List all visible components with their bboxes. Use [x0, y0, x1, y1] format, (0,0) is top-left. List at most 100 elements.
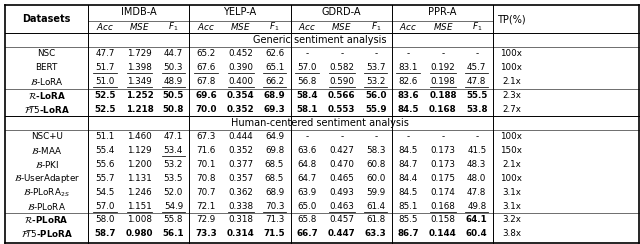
- Text: $\mathcal{B}$-PLoRA$_{2S}$: $\mathcal{B}$-PLoRA$_{2S}$: [23, 186, 70, 199]
- Text: 67.8: 67.8: [196, 77, 216, 86]
- Text: TP(%): TP(%): [497, 14, 525, 24]
- Text: $\mathit{Acc}$: $\mathit{Acc}$: [399, 21, 417, 32]
- Text: 1.252: 1.252: [125, 91, 154, 100]
- Text: 3.1x: 3.1x: [502, 188, 521, 197]
- Text: 0.582: 0.582: [329, 63, 355, 72]
- Text: -: -: [306, 132, 308, 142]
- Text: Human-centered sentiment analysis: Human-centered sentiment analysis: [231, 118, 409, 128]
- Text: 57.0: 57.0: [298, 63, 317, 72]
- Text: 0.447: 0.447: [328, 229, 356, 238]
- Text: 62.6: 62.6: [265, 50, 284, 59]
- Text: NSC: NSC: [38, 50, 56, 59]
- Text: $\mathcal{B}$-LoRA: $\mathcal{B}$-LoRA: [30, 76, 63, 87]
- Text: 69.6: 69.6: [195, 91, 217, 100]
- Text: -: -: [407, 132, 410, 142]
- Text: 50.5: 50.5: [163, 91, 184, 100]
- Text: 47.8: 47.8: [467, 188, 486, 197]
- Text: Datasets: Datasets: [22, 14, 71, 24]
- Text: 64.1: 64.1: [466, 215, 488, 224]
- Text: 45.7: 45.7: [467, 63, 486, 72]
- Text: 55.6: 55.6: [95, 160, 115, 169]
- Text: $\mathcal{B}$-MAA: $\mathcal{B}$-MAA: [31, 145, 62, 156]
- Text: 3.1x: 3.1x: [502, 202, 521, 211]
- Text: 58.4: 58.4: [296, 91, 318, 100]
- Text: 0.427: 0.427: [330, 146, 354, 155]
- Text: 0.158: 0.158: [430, 215, 456, 224]
- Text: 52.5: 52.5: [94, 91, 116, 100]
- Text: 1.349: 1.349: [127, 77, 152, 86]
- Text: 55.4: 55.4: [95, 146, 115, 155]
- Text: 0.175: 0.175: [430, 174, 456, 183]
- Text: $F_1$: $F_1$: [269, 20, 280, 32]
- Text: 63.3: 63.3: [365, 229, 387, 238]
- Text: 84.5: 84.5: [397, 105, 419, 114]
- Text: 1.729: 1.729: [127, 50, 152, 59]
- Text: -: -: [374, 132, 377, 142]
- Text: 1.008: 1.008: [127, 215, 152, 224]
- Text: -: -: [476, 132, 478, 142]
- Text: 49.8: 49.8: [467, 202, 486, 211]
- Text: 150x: 150x: [500, 146, 522, 155]
- Text: 53.2: 53.2: [164, 160, 183, 169]
- Text: 1.398: 1.398: [127, 63, 152, 72]
- Text: 71.6: 71.6: [196, 146, 216, 155]
- Text: BERT: BERT: [36, 63, 58, 72]
- Text: 50.8: 50.8: [163, 105, 184, 114]
- Text: 47.7: 47.7: [95, 50, 115, 59]
- Text: 0.457: 0.457: [329, 215, 355, 224]
- Text: 71.3: 71.3: [265, 215, 284, 224]
- Text: -: -: [442, 132, 444, 142]
- Text: 72.9: 72.9: [196, 215, 216, 224]
- Text: 64.7: 64.7: [298, 174, 317, 183]
- Text: 69.8: 69.8: [265, 146, 284, 155]
- Text: 1.246: 1.246: [127, 188, 152, 197]
- Text: $\mathit{MSE}$: $\mathit{MSE}$: [129, 21, 150, 32]
- Text: 63.9: 63.9: [298, 188, 317, 197]
- Text: 1.131: 1.131: [127, 174, 152, 183]
- Text: 86.7: 86.7: [397, 229, 419, 238]
- Text: -: -: [407, 50, 410, 59]
- Text: 55.7: 55.7: [95, 174, 115, 183]
- Text: 1.129: 1.129: [127, 146, 152, 155]
- Text: $F_1$: $F_1$: [168, 20, 179, 32]
- Text: 50.3: 50.3: [164, 63, 183, 72]
- Text: 0.590: 0.590: [329, 77, 355, 86]
- Text: 0.144: 0.144: [429, 229, 457, 238]
- Text: 0.352: 0.352: [227, 105, 255, 114]
- Text: 0.470: 0.470: [329, 160, 355, 169]
- Text: 52.0: 52.0: [164, 188, 183, 197]
- Text: 0.192: 0.192: [431, 63, 455, 72]
- Text: $\mathit{Acc}$: $\mathit{Acc}$: [96, 21, 114, 32]
- Text: -: -: [476, 50, 478, 59]
- Text: 72.1: 72.1: [196, 202, 216, 211]
- Text: 60.4: 60.4: [466, 229, 488, 238]
- Text: 84.4: 84.4: [399, 174, 418, 183]
- Text: 53.5: 53.5: [164, 174, 183, 183]
- Text: 69.3: 69.3: [264, 105, 285, 114]
- Text: $\mathcal{R}$-LoRA: $\mathcal{R}$-LoRA: [28, 90, 66, 101]
- Text: 0.174: 0.174: [431, 188, 455, 197]
- Text: 59.9: 59.9: [366, 188, 385, 197]
- Text: 56.1: 56.1: [163, 229, 184, 238]
- Text: $\mathit{MSE}$: $\mathit{MSE}$: [230, 21, 251, 32]
- Text: 53.2: 53.2: [366, 77, 385, 86]
- Text: $\mathcal{R}$-PLoRA: $\mathcal{R}$-PLoRA: [24, 214, 69, 225]
- Text: 61.8: 61.8: [366, 215, 385, 224]
- Text: 55.8: 55.8: [164, 215, 183, 224]
- Text: 70.3: 70.3: [265, 202, 284, 211]
- Text: 53.7: 53.7: [366, 63, 385, 72]
- Text: 44.7: 44.7: [164, 50, 183, 59]
- Text: 48.9: 48.9: [164, 77, 183, 86]
- Text: $\mathcal{B}$-PLoRA: $\mathcal{B}$-PLoRA: [28, 201, 66, 212]
- Text: 83.6: 83.6: [397, 91, 419, 100]
- Text: 84.5: 84.5: [399, 146, 418, 155]
- Text: 71.5: 71.5: [264, 229, 285, 238]
- Text: 56.0: 56.0: [365, 91, 387, 100]
- Text: 65.1: 65.1: [265, 63, 284, 72]
- Text: 64.9: 64.9: [265, 132, 284, 142]
- Text: 68.9: 68.9: [264, 91, 285, 100]
- Text: 54.9: 54.9: [164, 202, 183, 211]
- Text: 0.168: 0.168: [429, 105, 457, 114]
- Text: 0.314: 0.314: [227, 229, 255, 238]
- Text: 0.354: 0.354: [227, 91, 255, 100]
